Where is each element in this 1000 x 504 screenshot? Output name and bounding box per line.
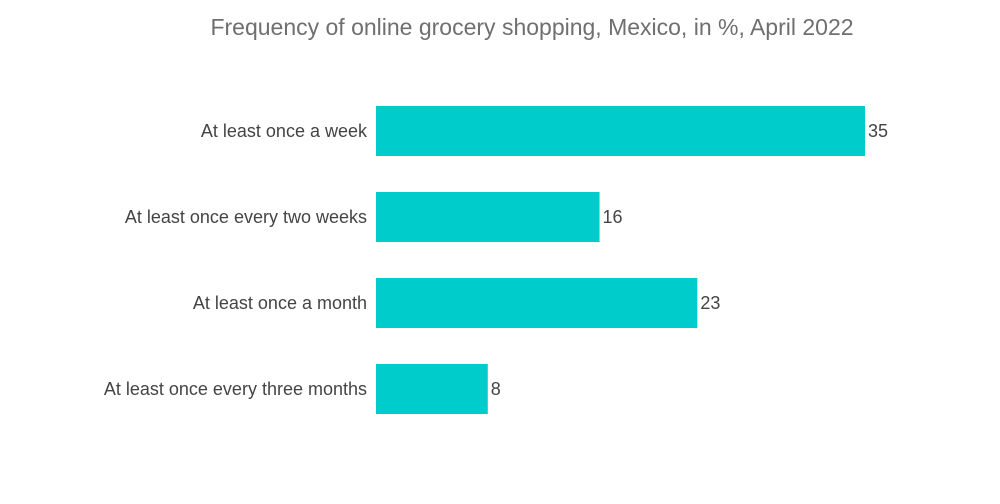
value-label-3: 23: [700, 293, 720, 313]
value-label-1: 35: [868, 121, 888, 141]
bar-3: [376, 278, 698, 328]
chart-title: Frequency of online grocery shopping, Me…: [210, 14, 854, 40]
category-label-2: At least once every two weeks: [125, 207, 367, 227]
category-label-1: At least once a week: [201, 121, 368, 141]
category-labels: At least once a week At least once every …: [104, 121, 368, 399]
bar-1: [376, 106, 865, 156]
value-labels: 35 16 23 8: [491, 121, 888, 399]
category-label-4: At least once every three months: [104, 379, 367, 399]
bar-4: [376, 364, 488, 414]
value-label-2: 16: [603, 207, 623, 227]
value-label-4: 8: [491, 379, 501, 399]
bar-2: [376, 192, 600, 242]
bars-group: [376, 106, 865, 414]
category-label-3: At least once a month: [193, 293, 367, 313]
